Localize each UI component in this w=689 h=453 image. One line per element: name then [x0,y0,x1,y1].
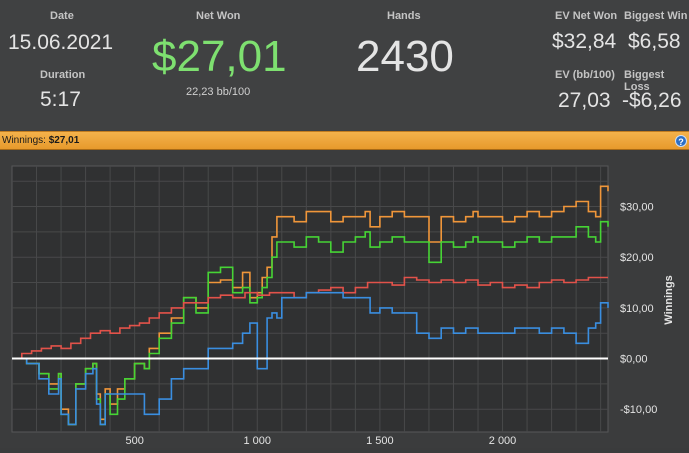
ev-net-won-value: $32,84 [552,30,617,53]
x-tick-label: 1 000 [244,435,272,447]
y-tick-label: $30,00 [620,202,654,214]
x-tick-label: 500 [125,435,143,447]
series-line-4 [12,291,609,426]
ev-bb-label: EV (bb/100) [555,69,615,81]
help-icon[interactable]: ? [675,135,687,147]
x-tick-label: 2 000 [489,435,517,447]
series-lines [12,185,609,426]
panel-title-value: $27,01 [48,135,80,146]
date-value: 15.06.2021 [8,31,114,54]
y-tick-label: $10,00 [620,303,654,315]
biggest-loss-label: Biggest Loss [624,69,665,93]
panel-title: Winnings: $27,01 [2,135,79,146]
y-tick-label: $20,00 [620,252,654,264]
ev-net-won-label: EV Net Won [555,10,618,22]
x-tick-label: 1 500 [366,435,394,447]
hands-value: 2430 [356,32,454,81]
series-line-2 [12,220,609,426]
biggest-win-value: $6,58 [628,30,681,53]
bb-per-100-value: 22,23 bb/100 [186,86,251,98]
duration-value: 5:17 [40,88,81,111]
winnings-chart-svg: -$10,00 $0,00 $10,00 $20,00 $30,00 500 1 000 1 … [11,165,675,447]
winnings-chart: -$10,00 $0,00 $10,00 $20,00 $30,00 500 1 000 1 … [0,150,689,448]
winnings-panel-header: Winnings: $27,01 ? [0,131,689,150]
series-line-3 [12,276,608,360]
hands-label: Hands [387,10,421,22]
ev-bb-value: 27,03 [558,89,611,112]
y-tick-label: -$10,00 [620,404,657,416]
biggest-win-label: Biggest Win [624,10,688,22]
panel-title-prefix: Winnings: [2,135,46,146]
net-won-label: Net Won [196,10,241,22]
date-label: Date [50,10,74,22]
duration-label: Duration [40,69,86,81]
session-stats-panel: Date 15.06.2021 Duration 5:17 Net Won $2… [0,0,689,131]
biggest-loss-value: -$6,26 [622,89,682,112]
net-won-value: $27,01 [152,32,287,81]
plot-area [11,165,609,433]
y-tick-label: $0,00 [620,354,648,366]
tick-labels: -$10,00 $0,00 $10,00 $20,00 $30,00 500 1 000 1 … [125,202,657,447]
y-axis-label: Winnings [663,275,675,324]
